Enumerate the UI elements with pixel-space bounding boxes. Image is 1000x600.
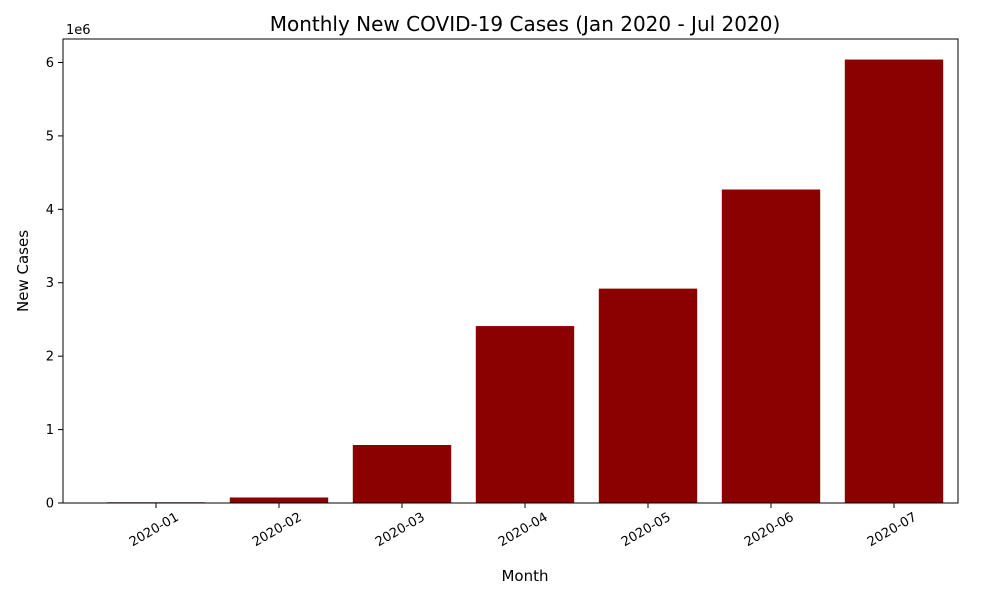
- bar-2020-04: [475, 326, 575, 503]
- y-tick-label: 6: [46, 56, 54, 71]
- x-tick-label: 2020-07: [865, 510, 920, 550]
- y-axis-label: New Cases: [14, 230, 32, 312]
- x-tick-label: 2020-06: [742, 510, 797, 550]
- bars-group: [106, 59, 944, 504]
- y-axis-ticks: 0 1 2 3 4 5 6: [46, 56, 63, 512]
- x-tick-label: 2020-02: [250, 510, 305, 550]
- bar-2020-07: [844, 59, 944, 504]
- y-axis-offset-label: 1e6: [66, 23, 91, 38]
- plot-frame: [62, 38, 959, 504]
- bar-2020-05: [598, 288, 698, 503]
- y-tick-label: 4: [46, 203, 54, 218]
- bar-2020-03: [352, 445, 452, 503]
- x-tick-label: 2020-01: [127, 510, 182, 550]
- bar-2020-02: [229, 497, 329, 503]
- x-tick-label: 2020-04: [496, 510, 551, 550]
- y-tick-label: 2: [46, 350, 54, 365]
- x-tick-label: 2020-05: [619, 510, 674, 550]
- x-tick-label: 2020-03: [373, 510, 428, 550]
- y-tick-label: 0: [46, 497, 54, 512]
- chart-title: Monthly New COVID-19 Cases (Jan 2020 - J…: [270, 12, 781, 36]
- y-tick-label: 3: [46, 276, 54, 291]
- y-tick-label: 5: [46, 129, 54, 144]
- x-axis-label: Month: [501, 567, 548, 585]
- bar-2020-06: [721, 189, 821, 503]
- y-tick-label: 1: [46, 423, 54, 438]
- x-axis-ticks: 2020-01 2020-02 2020-03 2020-04 2020-05 2020-…: [127, 503, 920, 550]
